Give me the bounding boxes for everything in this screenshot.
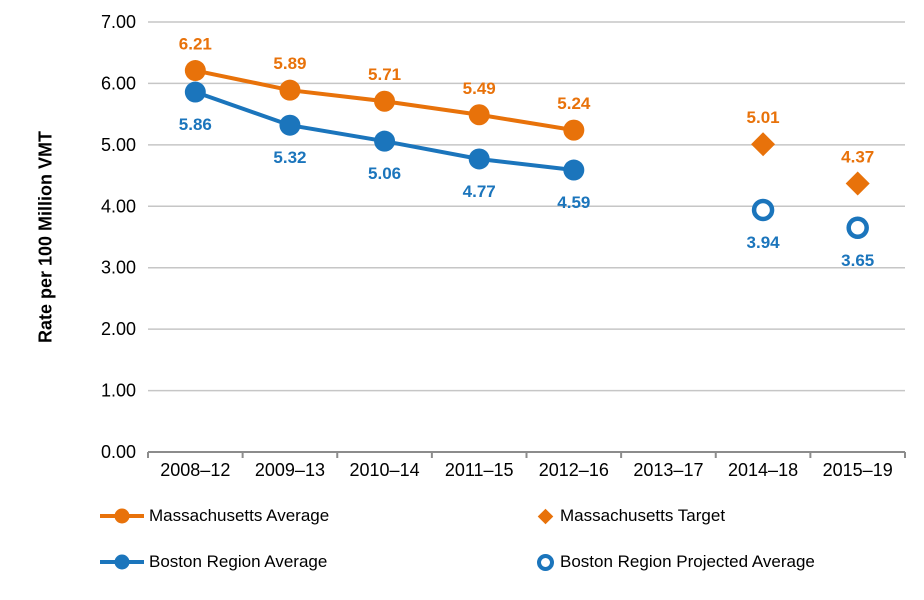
legend-label: Massachusetts Average: [149, 506, 330, 525]
data-point-label: 5.01: [747, 108, 780, 127]
legend-item-boston-region-average: Boston Region Average: [100, 549, 327, 575]
y-tick-label: 6.00: [101, 73, 136, 93]
data-point-label: 5.86: [179, 115, 212, 134]
data-point-marker: [751, 198, 775, 222]
data-point-label: 5.89: [273, 54, 306, 73]
data-point-label: 4.59: [557, 193, 590, 212]
data-point-marker: [751, 132, 776, 157]
data-point-label: 4.77: [463, 182, 496, 201]
legend-item-boston-region-projected-average: Boston Region Projected Average: [536, 549, 815, 575]
y-tick-label: 1.00: [101, 381, 136, 401]
plot-svg: 0.00 1.00 2.00 3.00 4.00 5.00 6.00 7.00 2008–12 2…: [101, 12, 906, 480]
diamond-marker-icon: [537, 508, 554, 524]
data-point-label: 5.71: [368, 65, 401, 84]
data-point-label: 5.24: [557, 94, 591, 113]
x-tick-label: 2008–12: [160, 460, 230, 480]
y-tick-label: 5.00: [101, 135, 136, 155]
legend-item-massachusetts-average: Massachusetts Average: [100, 503, 329, 529]
legend-label: Massachusetts Target: [560, 506, 726, 525]
x-tick-label: 2010–14: [350, 460, 420, 480]
open-circle-marker-icon: [537, 553, 554, 571]
line-circle-marker-icon: [100, 554, 144, 570]
data-point-label: 3.94: [747, 233, 781, 252]
data-point-label: 5.06: [368, 164, 401, 183]
data-point-label: 6.21: [179, 35, 212, 54]
data-point-marker: [846, 216, 869, 240]
data-point-marker: [279, 114, 301, 136]
data-point-label: 3.65: [841, 251, 874, 270]
legend-item-massachusetts-target: Massachusetts Target: [536, 503, 725, 529]
data-point-marker: [279, 79, 301, 101]
y-tick-label: 4.00: [101, 196, 136, 216]
legend-label: Boston Region Average: [149, 552, 328, 571]
data-point-marker: [374, 130, 396, 152]
y-tick-label: 3.00: [101, 258, 136, 278]
data-point-label: 4.37: [841, 148, 874, 167]
y-tick-label: 7.00: [101, 12, 136, 32]
data-point-label: 5.49: [463, 79, 496, 98]
data-point-marker: [845, 171, 870, 196]
data-point-label: 5.32: [273, 148, 306, 167]
data-point-marker: [374, 90, 396, 112]
x-tick-label: 2013–17: [633, 460, 703, 480]
x-tick-label: 2015–19: [823, 460, 893, 480]
line-circle-marker-icon: [100, 508, 144, 524]
data-point-marker: [184, 81, 206, 103]
data-point-marker: [468, 104, 490, 126]
x-tick-label: 2011–15: [445, 460, 514, 480]
data-point-marker: [563, 119, 585, 141]
x-tick-label: 2012–16: [539, 460, 609, 480]
y-tick-label: 2.00: [101, 319, 136, 339]
x-tick-label: 2014–18: [728, 460, 798, 480]
legend-label: Boston Region Projected Average: [560, 552, 815, 571]
data-point-marker: [563, 159, 585, 181]
data-point-marker: [468, 148, 490, 170]
x-tick-label: 2009–13: [255, 460, 325, 480]
y-tick-label: 0.00: [101, 442, 136, 462]
data-point-marker: [184, 60, 206, 82]
